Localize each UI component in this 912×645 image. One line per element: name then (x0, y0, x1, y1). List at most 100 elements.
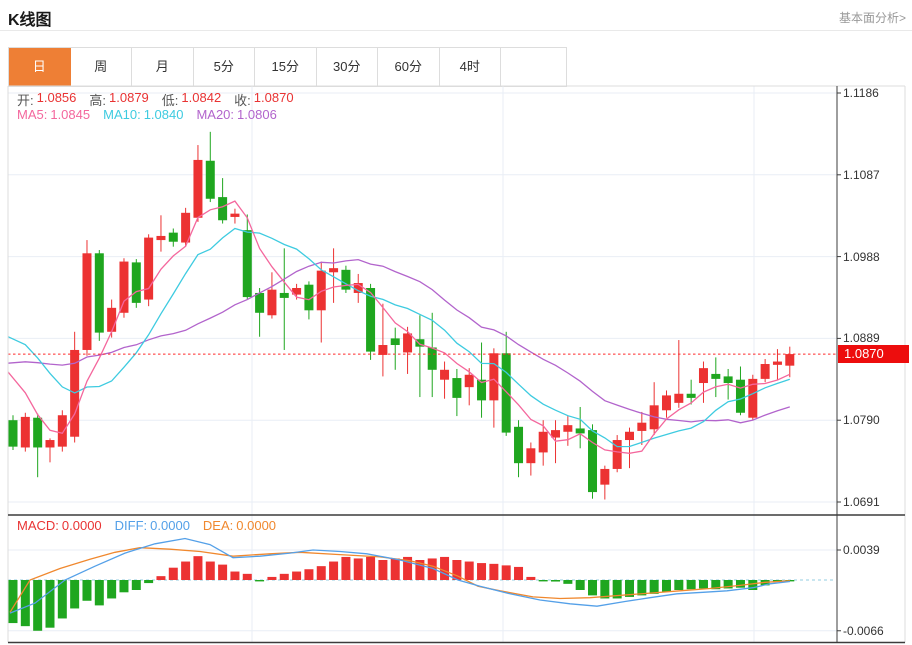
macd-bar (205, 561, 215, 580)
candle-body (748, 378, 758, 418)
ma-readout: MA5: 1.0845 MA10: 1.0840 MA20: 1.0806 (17, 107, 277, 122)
candle-body (193, 159, 203, 218)
macd-bar (674, 580, 684, 590)
macd-bar (242, 573, 252, 580)
candle-body (588, 430, 598, 493)
candle-body (366, 287, 376, 352)
macd-bar (107, 580, 117, 599)
close-value: 1.0870 (253, 90, 294, 105)
macd-bar (230, 571, 240, 580)
candle-body (168, 232, 178, 242)
macd-bar (686, 580, 696, 590)
candle-body (612, 440, 622, 469)
tab-period-6[interactable]: 60分 (378, 48, 440, 86)
macd-bar (415, 560, 425, 580)
macd-bar (427, 558, 437, 580)
dea-line (9, 547, 791, 613)
candle-body (674, 393, 684, 403)
high-value: 1.0879 (109, 90, 149, 105)
macd-bar (501, 565, 511, 580)
macd-bar (625, 580, 634, 597)
candle-body (625, 431, 634, 441)
macd-bar (772, 580, 782, 582)
price-axis-label: 1.0889 (843, 331, 880, 346)
close-label: 收: (234, 93, 251, 108)
macd-bar (452, 560, 462, 580)
macd-bar (637, 580, 647, 596)
macd-bar (489, 563, 499, 580)
dea-value: 0.0000 (236, 518, 277, 533)
macd-bar (538, 580, 548, 582)
candle-body (489, 353, 499, 401)
diff-line (9, 537, 791, 614)
macd-bar (144, 580, 154, 584)
tab-period-4[interactable]: 15分 (255, 48, 317, 86)
ma10-label: MA10: (103, 107, 141, 122)
candle-body (551, 430, 561, 438)
candle-body (403, 333, 413, 353)
candle-body (563, 425, 573, 432)
macd-bar (193, 556, 203, 580)
tab-period-1[interactable]: 周 (71, 48, 132, 86)
macd-bar (279, 573, 289, 580)
candle-body (304, 284, 314, 311)
dea-label: DEA: (202, 518, 234, 533)
macd-bar (723, 580, 733, 589)
macd-bar (735, 580, 745, 588)
candle-body (698, 368, 708, 384)
ma20-line (7, 258, 790, 424)
macd-bar (661, 580, 671, 592)
macd-bar (464, 561, 474, 580)
macd-bar (218, 564, 228, 580)
diff-label: DIFF: (114, 518, 148, 533)
tab-period-3[interactable]: 5分 (194, 48, 255, 86)
macd-bar (514, 566, 524, 580)
macd-bar (440, 556, 450, 580)
candle-body (156, 235, 166, 241)
candle-body (390, 338, 400, 346)
tab-period-2[interactable]: 月 (132, 48, 194, 86)
candle-body (686, 393, 696, 398)
candle-body (119, 261, 129, 313)
macd-bar (551, 580, 561, 582)
macd-bar (329, 561, 339, 580)
candle-body (107, 307, 117, 332)
macd-axis-label: 0.0039 (843, 543, 880, 557)
candle-body (131, 262, 141, 303)
ohlc-readout: 开: 1.0856 高: 1.0879 低: 1.0842 收: 1.0870 (17, 90, 294, 109)
macd-bar (366, 556, 376, 580)
last-price-value: 1.0870 (844, 346, 884, 362)
candle-body (353, 283, 363, 293)
candle-body (440, 369, 450, 380)
macd-bar (57, 580, 67, 619)
high-label: 高: (89, 93, 107, 108)
price-axis-label: 1.0691 (843, 495, 880, 509)
macd-bar (612, 580, 622, 599)
tab-period-7[interactable]: 4时 (440, 48, 501, 86)
price-axis-label: 1.1087 (843, 167, 880, 182)
candle-body (8, 420, 18, 447)
macd-bar (82, 580, 92, 601)
macd-bar (131, 580, 141, 590)
macd-bar (649, 580, 659, 594)
page-title: K线图 (8, 12, 52, 29)
macd-bar (267, 576, 277, 580)
macd-bar (255, 580, 265, 582)
candle-body (218, 197, 228, 221)
tab-period-5[interactable]: 30分 (317, 48, 378, 86)
macd-bar (390, 558, 400, 580)
candle-body (57, 415, 67, 447)
candle-body (735, 379, 745, 413)
fundamental-analysis-link[interactable]: 基本面分析> (838, 11, 906, 25)
macd-bar (8, 580, 18, 624)
macd-bar (575, 580, 585, 590)
macd-bar (181, 561, 191, 580)
macd-bar (748, 580, 758, 590)
ma5-label: MA5: (17, 107, 48, 122)
candle-body (316, 270, 326, 311)
tab-period-0[interactable]: 日 (9, 48, 71, 86)
period-tabbar: 日周月 5分 15分 30分 60分 4时 (8, 47, 567, 87)
macd-value: 0.0000 (61, 518, 102, 533)
candle-body (600, 468, 610, 485)
